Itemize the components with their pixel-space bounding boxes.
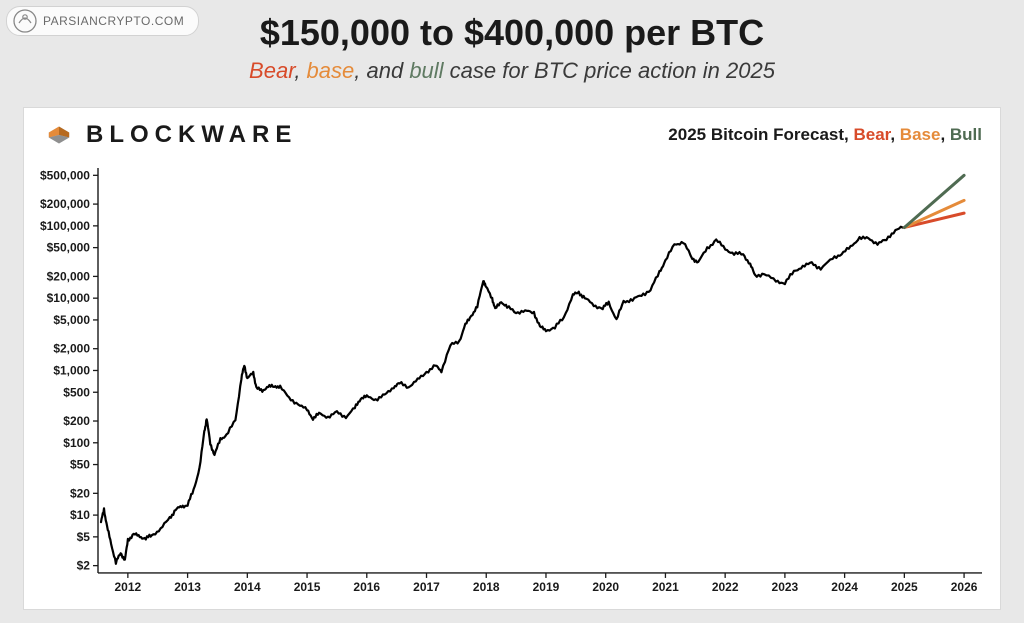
svg-text:$10: $10 — [70, 508, 90, 522]
subtitle-base: base — [307, 58, 355, 83]
svg-text:$500,000: $500,000 — [40, 168, 90, 182]
watermark-icon — [13, 9, 37, 33]
svg-text:$1,000: $1,000 — [53, 363, 90, 377]
subtitle-tail: case for BTC price action in 2025 — [444, 58, 775, 83]
watermark-badge: PARSIANCRYPTO.COM — [6, 6, 199, 36]
svg-text:2012: 2012 — [115, 580, 142, 594]
svg-text:2016: 2016 — [353, 580, 380, 594]
svg-text:2026: 2026 — [951, 580, 978, 594]
page-subtitle: Bear, base, and bull case for BTC price … — [0, 58, 1024, 84]
watermark-text: PARSIANCRYPTO.COM — [43, 14, 184, 28]
svg-text:2022: 2022 — [712, 580, 739, 594]
svg-text:$100: $100 — [63, 436, 90, 450]
chart-card: BLOCKWARE 2025 Bitcoin Forecast, Bear, B… — [24, 108, 1000, 609]
subtitle-bear: Bear — [249, 58, 294, 83]
svg-text:$5,000: $5,000 — [53, 313, 90, 327]
svg-text:$10,000: $10,000 — [47, 291, 91, 305]
chart-svg: $2 $5 $10 $20 $50 $100 $200 $500 $1,000 $2,000 $5,… — [36, 162, 988, 599]
legend-sep2: , — [940, 125, 949, 144]
svg-text:$50: $50 — [70, 458, 90, 472]
svg-text:$20,000: $20,000 — [47, 269, 91, 283]
svg-text:$2,000: $2,000 — [53, 342, 90, 356]
brand-logo-icon — [42, 118, 76, 152]
svg-text:$500: $500 — [63, 385, 90, 399]
svg-text:2018: 2018 — [473, 580, 500, 594]
svg-text:2021: 2021 — [652, 580, 679, 594]
legend-bear: Bear — [853, 125, 890, 144]
chart-plot: $2 $5 $10 $20 $50 $100 $200 $500 $1,000 $2,000 $5,… — [36, 162, 988, 599]
svg-text:2014: 2014 — [234, 580, 261, 594]
svg-text:$50,000: $50,000 — [47, 241, 91, 255]
chart-legend: 2025 Bitcoin Forecast, Bear, Base, Bull — [668, 125, 982, 145]
legend-base: Base — [900, 125, 941, 144]
svg-text:2015: 2015 — [294, 580, 321, 594]
svg-text:2017: 2017 — [413, 580, 440, 594]
svg-text:2013: 2013 — [174, 580, 201, 594]
subtitle-bull: bull — [409, 58, 443, 83]
legend-sep1: , — [890, 125, 899, 144]
svg-text:$20: $20 — [70, 486, 90, 500]
svg-text:$2: $2 — [77, 559, 91, 573]
svg-text:2020: 2020 — [592, 580, 619, 594]
subtitle-sep1: , — [294, 58, 306, 83]
subtitle-sep2: , and — [354, 58, 409, 83]
svg-text:2019: 2019 — [533, 580, 560, 594]
brand: BLOCKWARE — [42, 118, 297, 152]
svg-text:$5: $5 — [77, 530, 91, 544]
svg-text:$200: $200 — [63, 414, 90, 428]
chart-header: BLOCKWARE 2025 Bitcoin Forecast, Bear, B… — [24, 108, 1000, 152]
svg-text:$200,000: $200,000 — [40, 197, 90, 211]
svg-text:2024: 2024 — [831, 580, 858, 594]
svg-text:2025: 2025 — [891, 580, 918, 594]
legend-bull: Bull — [950, 125, 982, 144]
svg-text:2023: 2023 — [772, 580, 799, 594]
svg-text:$100,000: $100,000 — [40, 219, 90, 233]
legend-prefix: 2025 Bitcoin Forecast, — [668, 125, 853, 144]
brand-name: BLOCKWARE — [86, 121, 297, 149]
